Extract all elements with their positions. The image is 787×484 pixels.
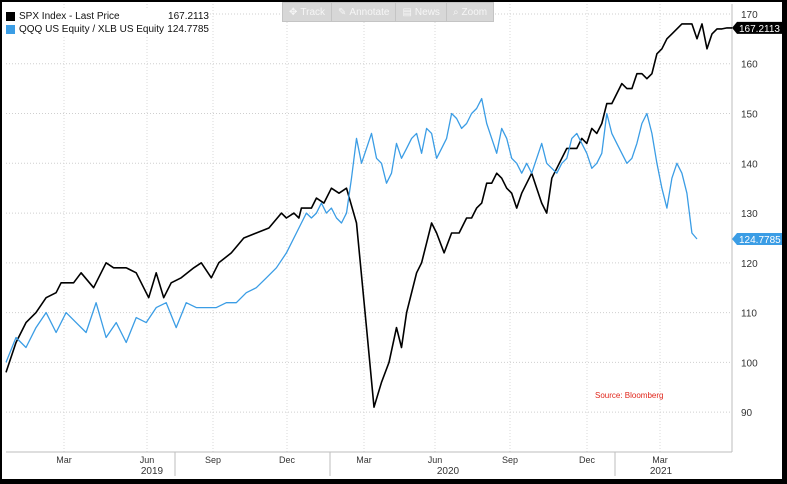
y-tick-label: 150 — [741, 110, 758, 121]
pencil-icon: ✎ — [338, 6, 347, 18]
source-note: Source: Bloomberg — [595, 391, 663, 400]
legend-row-ratio[interactable]: QQQ US Equity / XLB US Equity 124.7785 — [6, 23, 209, 36]
track-button[interactable]: ✥ Track — [283, 3, 333, 21]
year-label: 2020 — [437, 466, 460, 477]
last-value-tag-ratio — [732, 232, 782, 245]
y-tick-label: 100 — [741, 358, 758, 369]
y-tick-label: 90 — [741, 408, 753, 419]
legend-value-spx: 167.2113 — [168, 11, 209, 22]
news-icon: ▤ — [402, 6, 412, 18]
legend-value-ratio: 124.7785 — [167, 24, 209, 35]
legend-swatch-ratio — [6, 25, 15, 34]
last-value-label-ratio: 124.7785 — [739, 235, 781, 246]
last-value-tag-spx — [732, 21, 782, 34]
year-label: 2021 — [650, 466, 673, 477]
x-tick-label: Sep — [502, 455, 518, 465]
legend-label-spx: SPX Index - Last Price — [19, 11, 120, 22]
x-tick-label: Mar — [652, 455, 668, 465]
y-tick-label: 120 — [741, 259, 758, 270]
x-tick-label: Jun — [140, 455, 155, 465]
year-label: 2019 — [141, 466, 164, 477]
y-tick-label: 140 — [741, 159, 758, 170]
x-tick-label: Dec — [279, 455, 296, 465]
y-tick-label: 170 — [741, 10, 758, 21]
magnifier-icon: ⌕ — [452, 6, 459, 18]
y-tick-label: 160 — [741, 60, 758, 71]
track-label: Track — [300, 6, 326, 18]
legend-row-spx[interactable]: SPX Index - Last Price 167.2113 — [6, 10, 209, 23]
chart-panel — [2, 2, 782, 479]
x-tick-label: Sep — [205, 455, 221, 465]
series-line-ratio[interactable] — [5, 97, 698, 363]
chart-toolbar: ✥ Track ✎ Annotate ▤ News ⌕ Zoom — [282, 2, 495, 22]
x-tick-label: Jun — [428, 455, 443, 465]
zoom-label: Zoom — [461, 6, 488, 18]
annotate-button[interactable]: ✎ Annotate — [332, 3, 397, 21]
news-button[interactable]: ▤ News — [396, 3, 447, 21]
crosshair-icon: ✥ — [289, 6, 298, 18]
x-tick-label: Mar — [356, 455, 372, 465]
annotate-label: Annotate — [349, 6, 390, 18]
y-tick-label: 110 — [741, 309, 757, 320]
y-tick-label: 130 — [741, 209, 758, 220]
news-label: News — [414, 6, 440, 18]
last-value-label-spx: 167.2113 — [739, 24, 780, 35]
series-line-spx[interactable] — [5, 23, 732, 409]
legend-label-ratio: QQQ US Equity / XLB US Equity — [19, 24, 165, 35]
legend-swatch-spx — [6, 12, 15, 21]
zoom-button[interactable]: ⌕ Zoom — [447, 3, 493, 21]
x-tick-label: Mar — [56, 455, 72, 465]
legend: SPX Index - Last Price 167.2113 QQQ US E… — [6, 10, 209, 36]
x-tick-label: Dec — [579, 455, 596, 465]
